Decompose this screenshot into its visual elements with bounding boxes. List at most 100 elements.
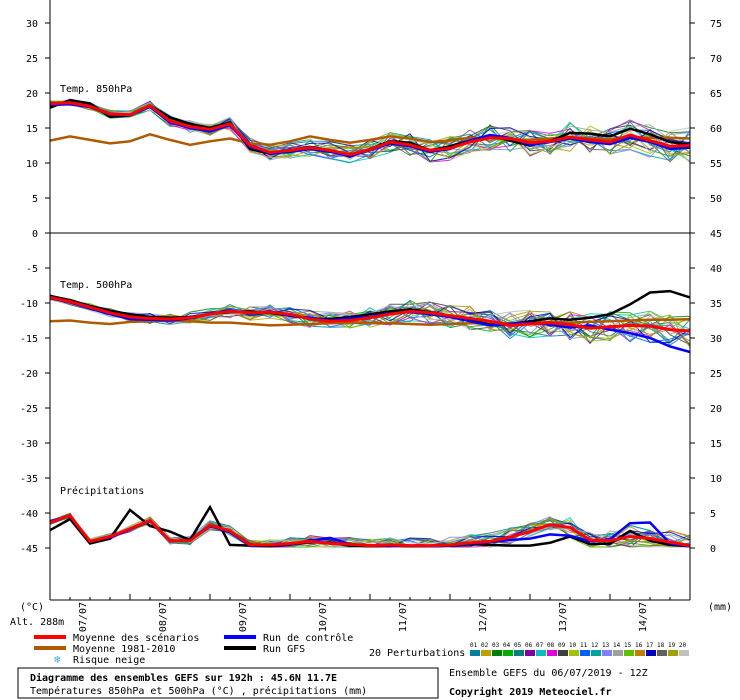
member-number: 20 [679, 642, 687, 649]
chart-title: Diagramme des ensembles GEFS sur 192h : … [30, 672, 337, 684]
right-tick-label: 30 [710, 334, 722, 345]
member-swatch [646, 650, 656, 656]
member-number: 12 [591, 642, 599, 649]
member-number: 05 [514, 642, 522, 649]
member-number: 11 [580, 642, 588, 649]
legend-control-label: Run de contrôle [263, 632, 353, 644]
ensemble-member-t850 [49, 100, 691, 163]
legend-gfs-label: Run GFS [263, 644, 305, 655]
member-swatch [624, 650, 634, 656]
right-tick-label: 75 [710, 19, 722, 30]
member-number: 15 [624, 642, 632, 649]
legend-climo-label: Moyenne 1981-2010 [73, 644, 175, 655]
member-number: 06 [525, 642, 533, 649]
left-tick-label: 10 [26, 159, 38, 170]
right-tick-label: 5 [710, 509, 716, 520]
left-tick-label: -15 [20, 334, 38, 345]
x-date-label: 09/07 [238, 602, 249, 632]
legend-mean-label: Moyenne des scénarios [73, 632, 199, 644]
left-tick-label: -45 [20, 544, 38, 555]
left-tick-label: 30 [26, 19, 38, 30]
altitude-label: Alt. 288m [10, 617, 64, 628]
snow-risk-icon: ❄ [54, 653, 61, 666]
x-date-label: 12/07 [478, 602, 489, 632]
right-tick-label: 50 [710, 194, 722, 205]
x-date-label: 14/07 [638, 602, 649, 632]
series-precip [49, 513, 691, 548]
member-number: 07 [536, 642, 544, 649]
title-box [17, 667, 439, 699]
axes [45, 0, 695, 601]
left-tick-label: 25 [26, 54, 38, 65]
right-tick-label: 45 [710, 229, 722, 240]
member-swatch [591, 650, 601, 656]
right-tick-label: 25 [710, 369, 722, 380]
member-swatch [470, 650, 480, 656]
member-number: 04 [503, 642, 511, 649]
member-swatch [536, 650, 546, 656]
member-swatch [514, 650, 524, 656]
member-swatch [558, 650, 568, 656]
left-tick-label: -25 [20, 404, 38, 415]
tick-labels: 302520151050-5-10-15-20-25-30-35-40-4575… [20, 19, 722, 632]
legend-perturbations-label: 20 Perturbations [369, 648, 465, 659]
series-t500 [49, 295, 691, 333]
left-tick-label: -30 [20, 439, 38, 450]
x-date-label: 07/07 [78, 602, 89, 632]
x-date-label: 13/07 [558, 602, 569, 632]
member-number: 13 [602, 642, 610, 649]
member-number: 18 [657, 642, 665, 649]
member-number: 03 [492, 642, 500, 649]
chart-subtitle: Températures 850hPa et 500hPa (°C) , pré… [30, 685, 367, 697]
member-swatch [613, 650, 623, 656]
member-number: 10 [569, 642, 577, 649]
member-swatch [492, 650, 502, 656]
left-tick-label: -40 [20, 509, 38, 520]
x-date-label: 10/07 [318, 602, 329, 632]
member-number: 19 [668, 642, 676, 649]
member-swatch [602, 650, 612, 656]
right-tick-label: 35 [710, 299, 722, 310]
series-t850 [49, 101, 691, 157]
copyright: Copyright 2019 Meteociel.fr [449, 686, 612, 698]
right-tick-label: 15 [710, 439, 722, 450]
member-number: 16 [635, 642, 643, 649]
left-tick-label: 20 [26, 89, 38, 100]
left-tick-label: 0 [32, 229, 38, 240]
right-tick-label: 20 [710, 404, 722, 415]
member-number: 09 [558, 642, 566, 649]
right-tick-label: 0 [710, 544, 716, 555]
right-axis-unit: (mm) [708, 602, 732, 613]
member-swatch [679, 650, 689, 656]
x-date-label: 11/07 [398, 602, 409, 632]
member-number: 01 [470, 642, 478, 649]
left-tick-label: 5 [32, 194, 38, 205]
member-number: 17 [646, 642, 654, 649]
right-tick-label: 55 [710, 159, 722, 170]
member-swatch [525, 650, 535, 656]
member-swatch [481, 650, 491, 656]
x-date-label: 08/07 [158, 602, 169, 632]
right-tick-label: 60 [710, 124, 722, 135]
run-info: Ensemble GEFS du 06/07/2019 - 12Z [449, 668, 648, 679]
right-tick-label: 40 [710, 264, 722, 275]
left-tick-label: -20 [20, 369, 38, 380]
left-tick-label: -35 [20, 474, 38, 485]
main-series [49, 98, 691, 548]
member-number: 08 [547, 642, 555, 649]
left-axis-unit: (°C) [20, 602, 44, 613]
panel-label-t500: Temp. 500hPa [60, 280, 132, 291]
right-tick-label: 65 [710, 89, 722, 100]
legend: Moyenne des scénarios Moyenne 1981-2010 … [34, 632, 689, 666]
member-swatch [569, 650, 579, 656]
member-swatch [503, 650, 513, 656]
right-tick-label: 70 [710, 54, 722, 65]
legend-snow-label: Risque neige [73, 655, 145, 666]
member-swatch [657, 650, 667, 656]
right-tick-label: 10 [710, 474, 722, 485]
left-tick-label: -5 [26, 264, 38, 275]
member-swatch [668, 650, 678, 656]
panel-label-t850: Temp. 850hPa [60, 84, 132, 95]
member-color-legend: 01 02 03 04 05 06 07 08 09 10 11 12 13 14 15 16 17 18 19 20 [470, 642, 689, 656]
